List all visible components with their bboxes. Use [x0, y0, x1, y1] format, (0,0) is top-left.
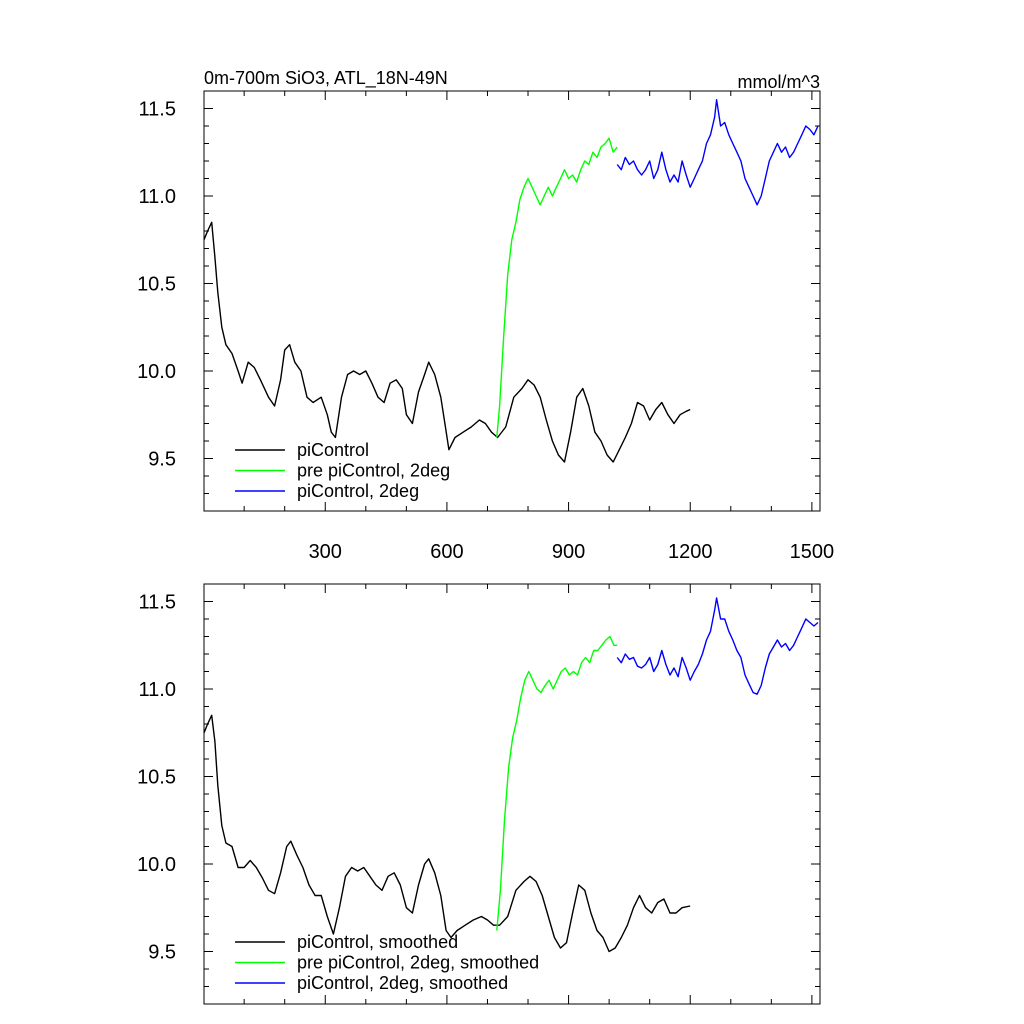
x-tick-label: 1200	[668, 541, 713, 563]
chart-title-left: 0m-700m SiO3, ATL_18N-49N	[204, 68, 448, 89]
series-line-1	[496, 137, 618, 438]
y-tick-label: 9.5	[148, 942, 176, 964]
y-tick-label: 10.0	[137, 361, 176, 383]
series-line-0	[203, 221, 691, 463]
legend-label: piControl, 2deg, smoothed	[297, 973, 508, 993]
legend-label: piControl	[297, 440, 369, 460]
legend-label: piControl, 2deg	[297, 481, 419, 501]
series-line-2	[616, 99, 819, 206]
y-tick-label: 11.5	[139, 99, 176, 121]
x-tick-label: 1500	[790, 541, 835, 563]
legend-label: piControl, smoothed	[297, 932, 458, 952]
chart-panel-bottom: 9.5 10.0 10.5 11.0 11.5 piControl, smoothedpr…	[137, 583, 821, 1005]
series-line-2	[616, 597, 819, 695]
x-tick-label: 300	[309, 541, 342, 563]
legend-label: pre piControl, 2deg	[297, 461, 450, 481]
y-tick-label: 10.0	[137, 854, 176, 876]
y-tick-label: 10.5	[137, 767, 176, 789]
y-tick-label: 11.0	[139, 679, 176, 701]
y-tick-label: 11.0	[139, 186, 176, 208]
y-tick-label: 9.5	[148, 449, 176, 471]
x-tick-label: 900	[552, 541, 585, 563]
y-tick-label: 11.5	[139, 592, 176, 614]
x-tick-label: 600	[430, 541, 463, 563]
legend-label: pre piControl, 2deg, smoothed	[297, 953, 539, 973]
series-line-0	[203, 714, 691, 953]
chart-panel-top: 300 600 900 1200 1500 9.5 10.0 10.5 11.0 11.5 piCo…	[137, 90, 835, 563]
series-line-1	[496, 635, 618, 931]
chart-title-right: mmol/m^3	[738, 72, 820, 92]
y-tick-label: 10.5	[137, 274, 176, 296]
